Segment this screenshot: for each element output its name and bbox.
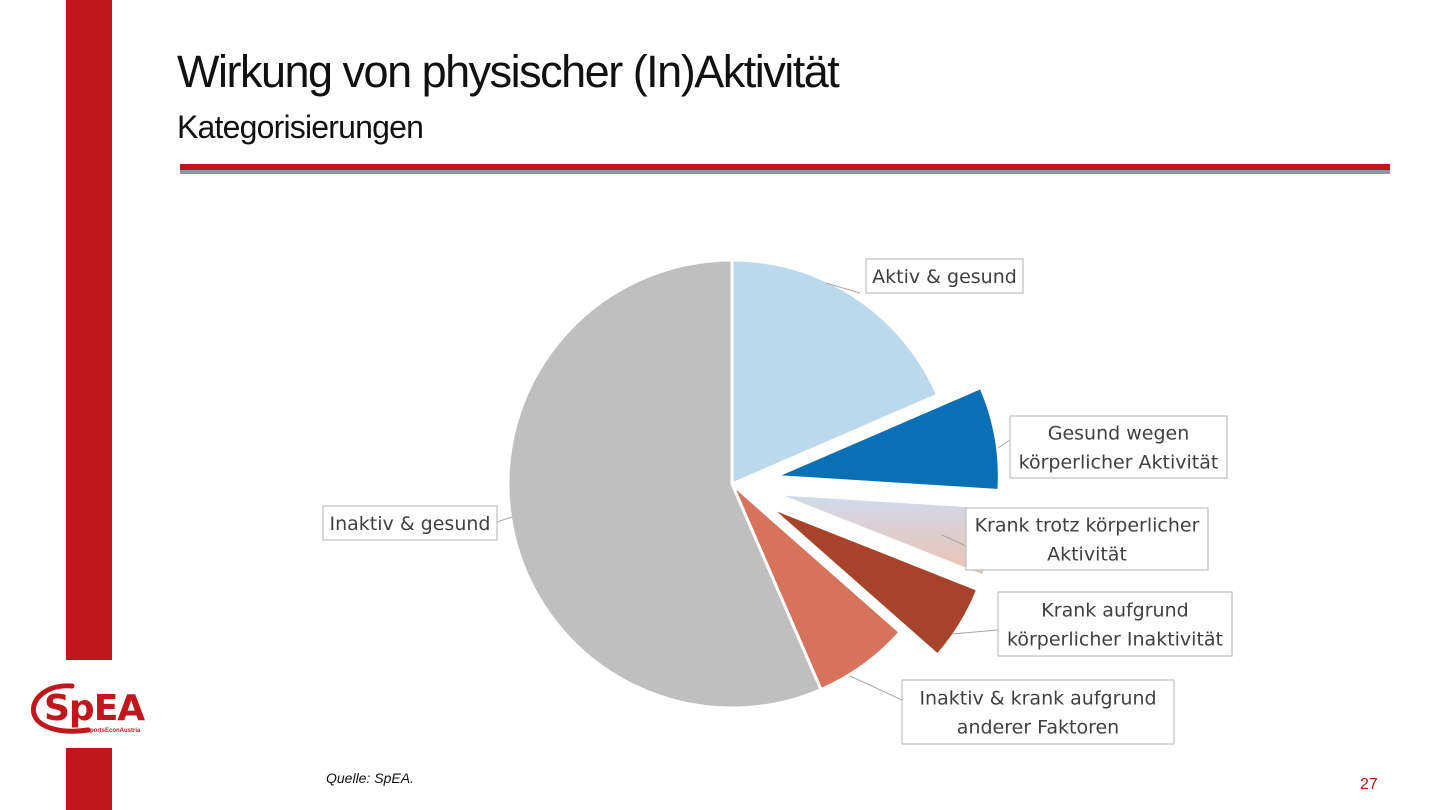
spea-logo (30, 683, 91, 734)
source-note: Quelle: SpEA. (326, 770, 414, 786)
slice-label-1-line-1: Aktiv & gesund (872, 266, 1017, 288)
logo-tagline: SportsEconAustria (86, 728, 141, 734)
logo-wordmark: SpEA (44, 688, 145, 729)
slice-label-3-line-2: Aktivität (1047, 544, 1127, 566)
page-number: 27 (1360, 776, 1378, 793)
pie-slice-6 (506, 258, 823, 710)
slice-label-box-2 (1009, 415, 1228, 479)
slide-title: Wirkung von physischer (In)Aktivität (177, 46, 840, 97)
slice-label-5-line-2: anderer Faktoren (957, 717, 1119, 739)
slide-subtitle: Kategorisierungen (177, 109, 424, 145)
slice-label-5-line-1: Inaktiv & krank aufgrund (919, 688, 1156, 710)
slice-label-box-6 (322, 505, 498, 541)
slice-label-6-line-1: Inaktiv & gesund (330, 513, 491, 535)
pie-slice-2 (774, 385, 1001, 493)
leader-line-5 (849, 675, 903, 701)
slice-label-2-line-2: körperlicher Aktivität (1019, 452, 1219, 474)
leader-line-4 (951, 629, 999, 635)
slice-label-3-line-1: Krank trotz körperlicher (975, 515, 1200, 537)
slice-label-box-5 (901, 679, 1175, 745)
title-rule-shadow (180, 170, 1390, 174)
slice-label-4-line-2: körperlicher Inaktivität (1007, 629, 1223, 651)
slice-label-box-1 (865, 258, 1024, 294)
slice-label-box-4 (997, 591, 1233, 657)
leader-line-6 (496, 516, 513, 523)
side-bar-top (66, 0, 112, 660)
side-bar-bottom (66, 748, 112, 810)
slice-label-4-line-1: Krank aufgrund (1041, 600, 1188, 622)
logo-text: SpEA (44, 688, 145, 729)
pie-slice-1 (730, 258, 940, 487)
leader-line-1 (825, 282, 861, 294)
slice-label-box-3 (965, 507, 1209, 571)
pie-slice-4 (768, 505, 980, 658)
slice-label-2-line-1: Gesund wegen (1048, 423, 1190, 445)
leader-line-3 (941, 534, 967, 547)
leader-line-2 (997, 439, 1011, 449)
title-rule (180, 164, 1390, 170)
